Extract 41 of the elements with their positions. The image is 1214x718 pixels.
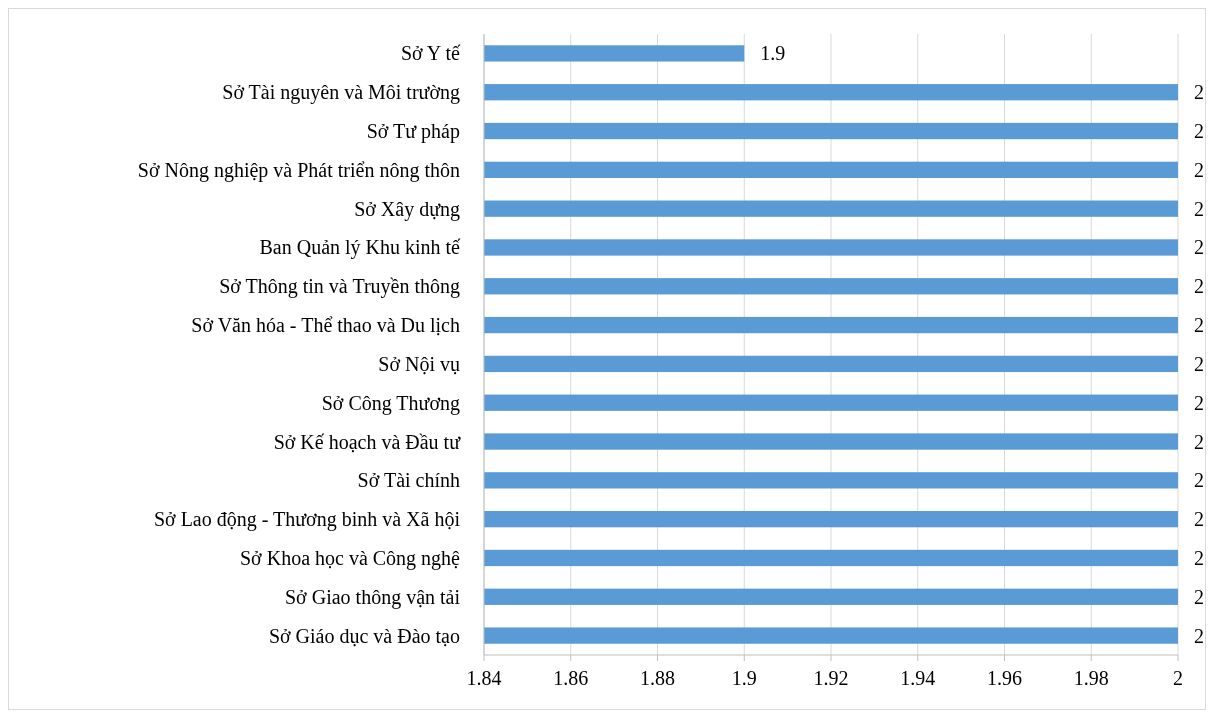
data-label: 2: [1194, 391, 1204, 414]
y-tick-label: Sở Tư pháp: [366, 120, 460, 144]
y-tick-label: Sở Xây dựng: [354, 197, 460, 221]
y-tick-label: Sở Giáo dục và Đào tạo: [268, 624, 460, 647]
x-tick-label: 1.98: [1073, 667, 1109, 689]
y-tick-label: Ban Quản lý Khu kinh tế: [259, 236, 462, 260]
data-label: 2: [1194, 546, 1204, 569]
x-tick-label: 1.9: [731, 667, 757, 689]
data-label: 2: [1194, 585, 1204, 608]
x-tick-label: 1.92: [813, 667, 849, 689]
data-label: 2: [1194, 197, 1204, 220]
data-label: 2: [1194, 314, 1204, 337]
y-tick-label: Sở Khoa học và Công nghệ: [240, 546, 461, 570]
y-tick-label: Sở Nông nghiệp và Phát triển nông thôn: [137, 158, 460, 182]
x-tick-label: 2: [1173, 667, 1183, 689]
x-tick-label: 1.86: [553, 667, 589, 689]
x-tick-label: 1.96: [987, 667, 1022, 689]
y-tick-label: Sở Văn hóa - Thể thao và Du lịch: [191, 314, 460, 337]
data-label: 2: [1194, 624, 1204, 647]
y-tick-label: Sở Tài nguyên và Môi trường: [222, 81, 460, 105]
x-tick-label: 1.88: [640, 667, 675, 689]
data-label: 2: [1194, 81, 1204, 104]
x-tick-label: 1.94: [900, 667, 936, 689]
data-label: 2: [1194, 158, 1204, 181]
y-tick-label: Sở Nội vụ: [378, 352, 460, 375]
data-label: 2: [1194, 430, 1204, 453]
data-label: 2: [1194, 120, 1204, 143]
data-label: 2: [1194, 275, 1204, 298]
y-tick-label: Sở Giao thông vận tải: [285, 585, 461, 609]
y-tick-label: Sở Lao động - Thương binh và Xã hội: [153, 508, 461, 532]
data-label: 2: [1194, 469, 1204, 492]
y-tick-label: Sở Công Thương: [321, 391, 460, 415]
data-label: 2: [1194, 508, 1204, 531]
data-label: 1.9: [760, 42, 786, 65]
y-tick-label: Sở Tài chính: [357, 469, 460, 492]
data-label: 2: [1194, 352, 1204, 375]
data-label: 2: [1194, 236, 1204, 259]
y-tick-label: Sở Thông tin và Truyền thông: [219, 275, 460, 299]
y-tick-label: Sở Kế hoạch và Đầu tư: [273, 430, 462, 453]
y-tick-label: Sở Y tế: [400, 42, 462, 65]
x-tick-label: 1.84: [466, 667, 502, 689]
